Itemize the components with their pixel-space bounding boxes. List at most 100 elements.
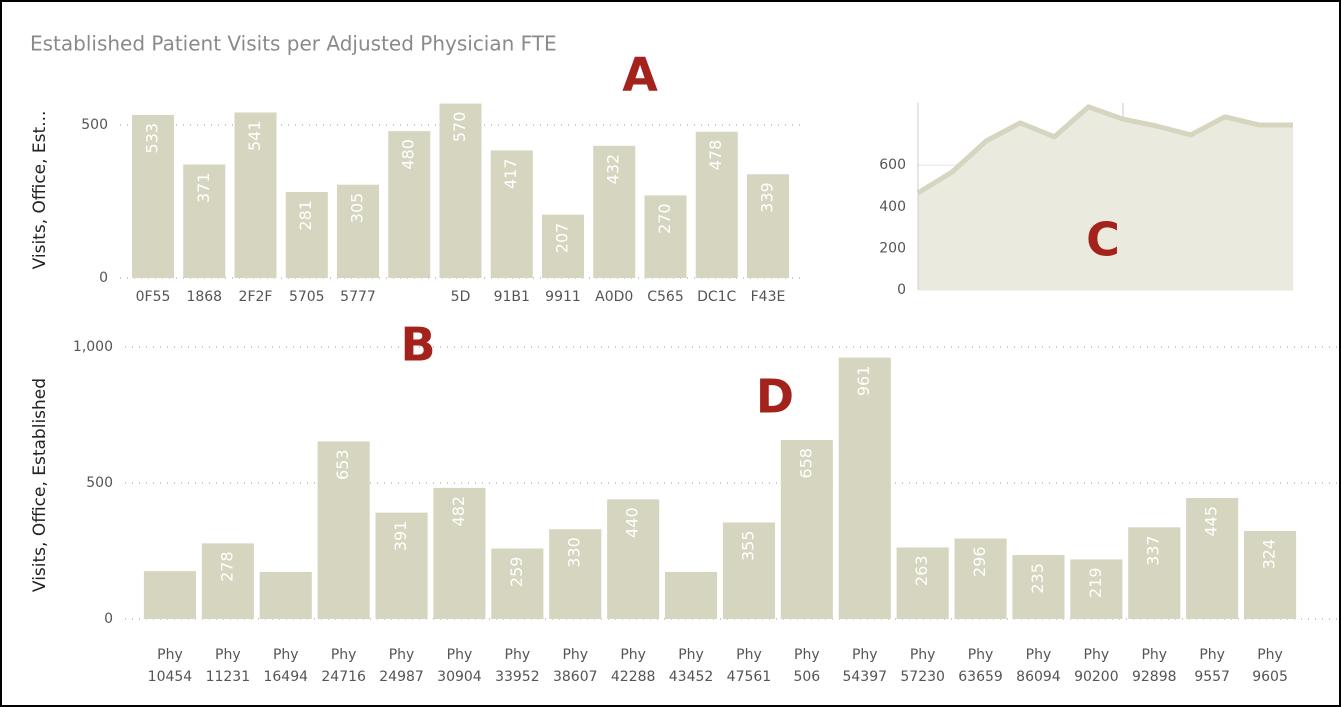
bar [259, 571, 312, 619]
value-label: 417 [501, 158, 520, 189]
bar [201, 543, 254, 619]
x-tick-label: 5705 [289, 289, 325, 305]
x-tick-label: 2F2F [239, 289, 273, 305]
y-tick-label: 1,000 [73, 339, 113, 355]
x-tick-label: 91B1 [494, 289, 530, 305]
value-label: 371 [194, 172, 213, 203]
value-label: 281 [296, 200, 315, 231]
bar [954, 538, 1007, 619]
x-tick-label: Phy 33952 [495, 647, 540, 685]
bar [644, 195, 687, 278]
x-tick-label: Phy 24716 [321, 647, 366, 685]
bar [780, 440, 833, 619]
x-tick-label: Phy 38607 [553, 647, 598, 685]
value-label: 478 [706, 140, 725, 171]
x-tick-label: Phy 47561 [727, 647, 772, 685]
bar [388, 131, 431, 278]
x-tick-label: Phy 10454 [148, 647, 193, 685]
bar [375, 512, 428, 619]
annotation: C [1086, 213, 1120, 267]
y-tick-label: 600 [879, 157, 906, 173]
x-tick-label: Phy 30904 [437, 647, 482, 685]
value-label: 445 [1202, 506, 1221, 537]
bar [1186, 497, 1239, 619]
bar [234, 112, 277, 278]
x-tick-label: C565 [647, 289, 684, 305]
value-label: 207 [552, 223, 571, 254]
value-label: 324 [1260, 539, 1279, 570]
value-label: 440 [623, 507, 642, 538]
value-label: 541 [245, 120, 264, 151]
bar [541, 214, 585, 278]
value-label: 337 [1144, 535, 1163, 566]
dashboard-title: Established Patient Visits per Adjusted … [30, 32, 557, 56]
value-label: 482 [449, 496, 468, 527]
bar [896, 547, 949, 619]
bar [143, 571, 197, 619]
bar [1012, 555, 1065, 619]
value-label: 570 [450, 112, 469, 143]
x-tick-label: A0D0 [595, 289, 633, 305]
annotation: D [756, 370, 794, 424]
x-tick-label: 5D [451, 289, 471, 305]
y-tick-label: 500 [81, 117, 108, 133]
x-tick-label: Phy 54397 [842, 647, 887, 685]
y-axis-label: Visits, Office, Est... [30, 111, 50, 270]
value-label: 355 [738, 530, 757, 561]
x-tick-label: Phy 16494 [263, 647, 308, 685]
bar [491, 548, 544, 619]
value-label: 330 [565, 537, 584, 568]
value-label: 658 [796, 448, 815, 479]
value-label: 270 [655, 203, 674, 234]
value-label: 296 [970, 546, 989, 577]
x-tick-label: Phy 506 [793, 647, 820, 685]
x-tick-label: 5777 [340, 289, 376, 305]
y-axis-label: Visits, Office, Established [30, 378, 50, 592]
bar [695, 131, 738, 278]
x-tick-label: 1868 [186, 289, 222, 305]
x-tick-label: Phy 92898 [1132, 647, 1177, 685]
bar [183, 164, 226, 278]
value-label: 533 [143, 123, 162, 154]
bar [1070, 559, 1123, 619]
value-label: 305 [348, 193, 367, 224]
bar [607, 499, 660, 619]
value-label: 263 [912, 555, 931, 586]
y-tick-label: 0 [897, 282, 906, 298]
bar [490, 150, 533, 278]
bar [746, 174, 789, 278]
x-tick-label: DC1C [697, 289, 736, 305]
bar [439, 103, 482, 278]
value-label: 961 [854, 366, 873, 397]
x-tick-label: Phy 9557 [1194, 647, 1230, 685]
x-tick-label: Phy 42288 [611, 647, 656, 685]
bar [132, 114, 175, 278]
x-tick-label: Phy 24987 [379, 647, 424, 685]
bar [1128, 527, 1181, 619]
bar [317, 441, 370, 619]
value-label: 339 [757, 182, 776, 213]
x-tick-label: 9911 [545, 289, 581, 305]
x-tick-label: Phy 43452 [669, 647, 714, 685]
x-tick-label: F43E [751, 289, 786, 305]
x-tick-label: Phy 9605 [1252, 647, 1288, 685]
value-label: 235 [1028, 563, 1047, 594]
value-label: 391 [391, 521, 410, 552]
line [916, 104, 1293, 196]
x-tick-label: Phy 86094 [1016, 647, 1061, 685]
y-tick-label: 200 [879, 240, 906, 256]
value-label: 278 [217, 551, 236, 582]
bar [722, 522, 776, 619]
bar [593, 145, 636, 278]
annotation: A [622, 48, 658, 102]
area [918, 106, 1293, 291]
bar [336, 184, 380, 278]
y-tick-label: 0 [104, 611, 113, 627]
bar [433, 487, 486, 619]
x-tick-label: Phy 90200 [1074, 647, 1119, 685]
x-tick-label: 0F55 [136, 289, 171, 305]
x-tick-label: Phy 57230 [900, 647, 945, 685]
bar [838, 357, 891, 619]
annotation: B [400, 318, 435, 372]
